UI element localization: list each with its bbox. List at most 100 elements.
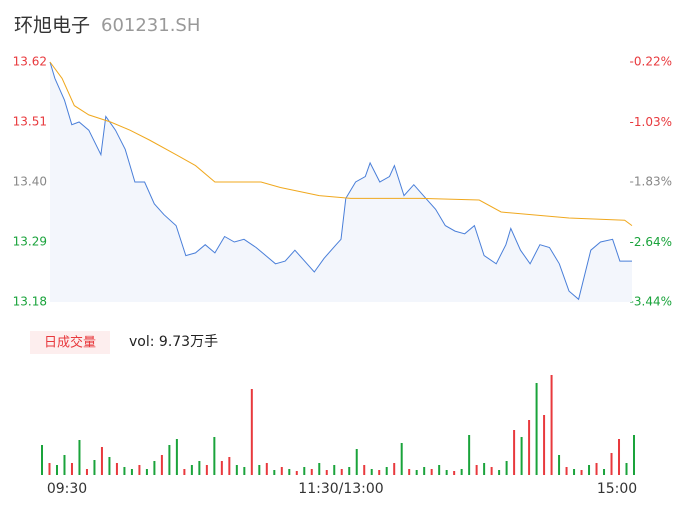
volume-summary: vol: 9.73万手: [129, 334, 218, 350]
volume-bar: [415, 470, 418, 475]
volume-bar: [235, 465, 238, 475]
volume-bar: [220, 461, 223, 475]
volume-bar: [273, 470, 276, 475]
volume-bar: [78, 440, 81, 475]
volume-bar: [280, 467, 283, 475]
volume-bar: [423, 467, 426, 475]
volume-bar: [625, 463, 628, 475]
volume-bar: [558, 455, 561, 475]
volume-bar: [288, 469, 291, 475]
volume-bar: [70, 463, 73, 475]
y-tick-label: 13.62: [13, 55, 47, 69]
volume-bar: [63, 455, 66, 475]
volume-bar: [475, 465, 478, 475]
x-tick-label: 09:30: [47, 481, 87, 497]
volume-bar: [108, 457, 111, 475]
volume-bar: [333, 465, 336, 475]
average-line: [49, 61, 633, 227]
volume-bar: [325, 470, 328, 475]
volume-bar: [385, 467, 388, 475]
volume-bar: [145, 469, 148, 475]
volume-bar: [303, 467, 306, 475]
volume-bar: [610, 453, 613, 475]
volume-bar: [318, 463, 321, 475]
price-line: [49, 61, 632, 301]
y2-tick-label: -1.03%: [630, 115, 672, 129]
volume-bar: [445, 470, 448, 475]
volume-bar: [123, 467, 126, 475]
volume-bar: [400, 443, 403, 475]
volume-bar: [618, 439, 621, 475]
volume-bar: [438, 465, 441, 475]
volume-bar: [370, 469, 373, 475]
volume-bar: [190, 465, 193, 475]
chart-title: 环旭电子: [14, 15, 90, 37]
volume-bar: [295, 471, 298, 475]
chart-subtitle: 601231.SH: [101, 15, 200, 36]
volume-bar: [565, 467, 568, 475]
volume-bar: [483, 463, 486, 475]
volume-bar: [520, 437, 523, 475]
volume-bar: [363, 465, 366, 475]
volume-bar: [588, 465, 591, 475]
volume-bar: [378, 470, 381, 475]
volume-bar: [130, 469, 133, 475]
volume-bar: [228, 457, 231, 475]
volume-bar: [408, 469, 411, 475]
volume-bar: [468, 435, 471, 475]
volume-bar: [348, 467, 351, 475]
volume-tab[interactable]: [30, 331, 110, 354]
volume-bar: [243, 467, 246, 475]
volume-bar: [498, 470, 501, 475]
volume-bar: [393, 463, 396, 475]
x-tick-label: 11:30/13:00: [298, 481, 383, 497]
volume-bar: [595, 463, 598, 475]
y2-tick-label: -2.64%: [630, 235, 672, 249]
volume-bar: [340, 469, 343, 475]
volume-bar: [48, 463, 51, 475]
y2-tick-label: -1.83%: [630, 175, 672, 189]
volume-tab-label[interactable]: 日成交量: [44, 335, 96, 351]
volume-bar: [160, 455, 163, 475]
volume-bar: [603, 469, 606, 475]
volume-bar: [535, 383, 538, 475]
volume-bar: [505, 461, 508, 475]
y-tick-label: 13.29: [13, 235, 47, 249]
volume-bar: [183, 469, 186, 475]
volume-bar: [115, 463, 118, 475]
volume-bar: [633, 435, 635, 475]
x-tick-label: 15:00: [597, 481, 637, 497]
y-tick-label: 13.18: [13, 295, 47, 309]
volume-bar: [55, 465, 58, 475]
volume-bar: [355, 449, 358, 475]
y-tick-label: 13.51: [13, 115, 47, 129]
volume-bar: [250, 389, 253, 475]
y-tick-label: 13.40: [13, 175, 47, 189]
volume-bar: [213, 437, 216, 475]
volume-bar: [528, 420, 531, 475]
volume-bar: [573, 469, 576, 475]
volume-bar: [513, 430, 516, 475]
volume-bar: [100, 447, 103, 475]
volume-bar: [153, 461, 156, 475]
volume-bar: [430, 469, 433, 475]
volume-bar: [175, 439, 178, 475]
volume-bar: [265, 463, 268, 475]
y2-tick-label: -0.22%: [630, 55, 672, 69]
volume-bar: [258, 465, 261, 475]
volume-bar: [168, 445, 171, 475]
volume-bar: [205, 465, 208, 475]
volume-bar: [93, 460, 96, 475]
volume-bar: [490, 467, 493, 475]
price-area: [50, 62, 632, 302]
volume-bar: [550, 375, 553, 475]
volume-bar: [310, 469, 313, 475]
volume-bar: [41, 445, 43, 475]
volume-bar: [138, 465, 141, 475]
volume-bar: [85, 469, 88, 475]
volume-bar: [580, 470, 583, 475]
volume-bar: [198, 461, 201, 475]
y2-tick-label: -3.44%: [630, 295, 672, 309]
